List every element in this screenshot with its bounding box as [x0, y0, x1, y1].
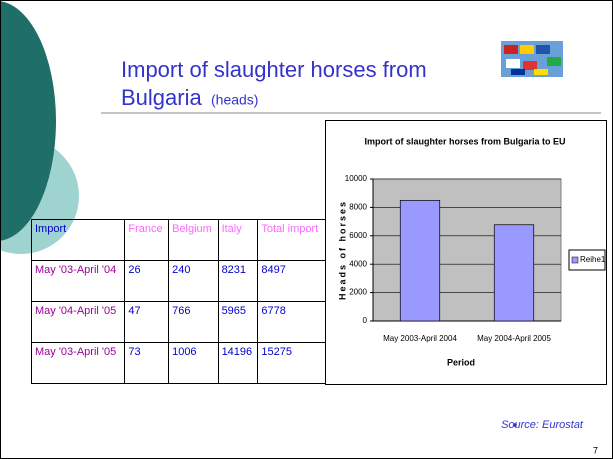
legend-swatch	[571, 256, 579, 264]
bullet	[513, 423, 517, 427]
decor-circle	[1, 1, 56, 241]
table-cell: 766	[168, 301, 219, 343]
x-axis-label: Period	[447, 357, 475, 367]
y-tick-label: 0	[363, 316, 368, 325]
table-cell: May '03-April '05	[30, 342, 126, 384]
x-tick-label: May 2004-April 2005	[477, 334, 551, 343]
table-row: Import France Belgium Italy Total import	[30, 219, 326, 261]
table-row: May '03-April '05 73 1006 14196 15275	[30, 342, 326, 384]
table-cell: 14196	[217, 342, 259, 384]
y-tick-label: 6000	[349, 231, 367, 240]
table-cell: 73	[124, 342, 170, 384]
table-cell: May '04-April '05	[30, 301, 126, 343]
table-cell: 1006	[168, 342, 219, 384]
y-tick-label: 4000	[349, 259, 367, 268]
bar	[399, 199, 441, 322]
table-cell: France	[124, 219, 170, 261]
data-table: Import France Belgium Italy Total import May …	[30, 219, 326, 384]
table-cell: May '03-April '04	[30, 260, 126, 302]
table-cell: 26	[124, 260, 170, 302]
chart-title: Import of slaughter horses from Bulgaria…	[364, 136, 565, 146]
chart: Import of slaughter horses from Bulgaria…	[325, 120, 607, 385]
table-cell: 5965	[217, 301, 259, 343]
bar	[493, 224, 535, 322]
table-row: May '04-April '05 47 766 5965 6778	[30, 301, 326, 343]
legend-label: Reihe1	[580, 255, 606, 264]
table-cell: 15275	[257, 342, 326, 384]
legend-frame	[568, 249, 606, 271]
table-cell: 8231	[217, 260, 259, 302]
table-cell: Total import	[257, 219, 326, 261]
flags-image	[501, 41, 563, 77]
page-number: 7	[593, 445, 598, 455]
y-tick-label: 2000	[349, 288, 367, 297]
slide-title: Import of slaughter horses from	[121, 57, 427, 82]
table-cell: Belgium	[168, 219, 219, 261]
table-cell: 240	[168, 260, 219, 302]
y-tick-label: 10000	[345, 174, 368, 183]
table-cell: Import	[30, 219, 126, 261]
title-unit: (heads)	[211, 92, 258, 108]
table-cell: Italy	[217, 219, 259, 261]
source: Source: Eurostat	[501, 419, 584, 431]
x-tick-label: May 2003-April 2004	[383, 334, 457, 343]
table-cell: 6778	[257, 301, 326, 343]
table-cell: 47	[124, 301, 170, 343]
table-cell: 8497	[257, 260, 326, 302]
y-axis-label: Heads of horses	[337, 200, 347, 300]
y-tick-label: 8000	[349, 203, 367, 212]
table-row: May '03-April '04 26 240 8231 8497	[30, 260, 326, 302]
slide-title: Bulgaria	[121, 85, 202, 110]
